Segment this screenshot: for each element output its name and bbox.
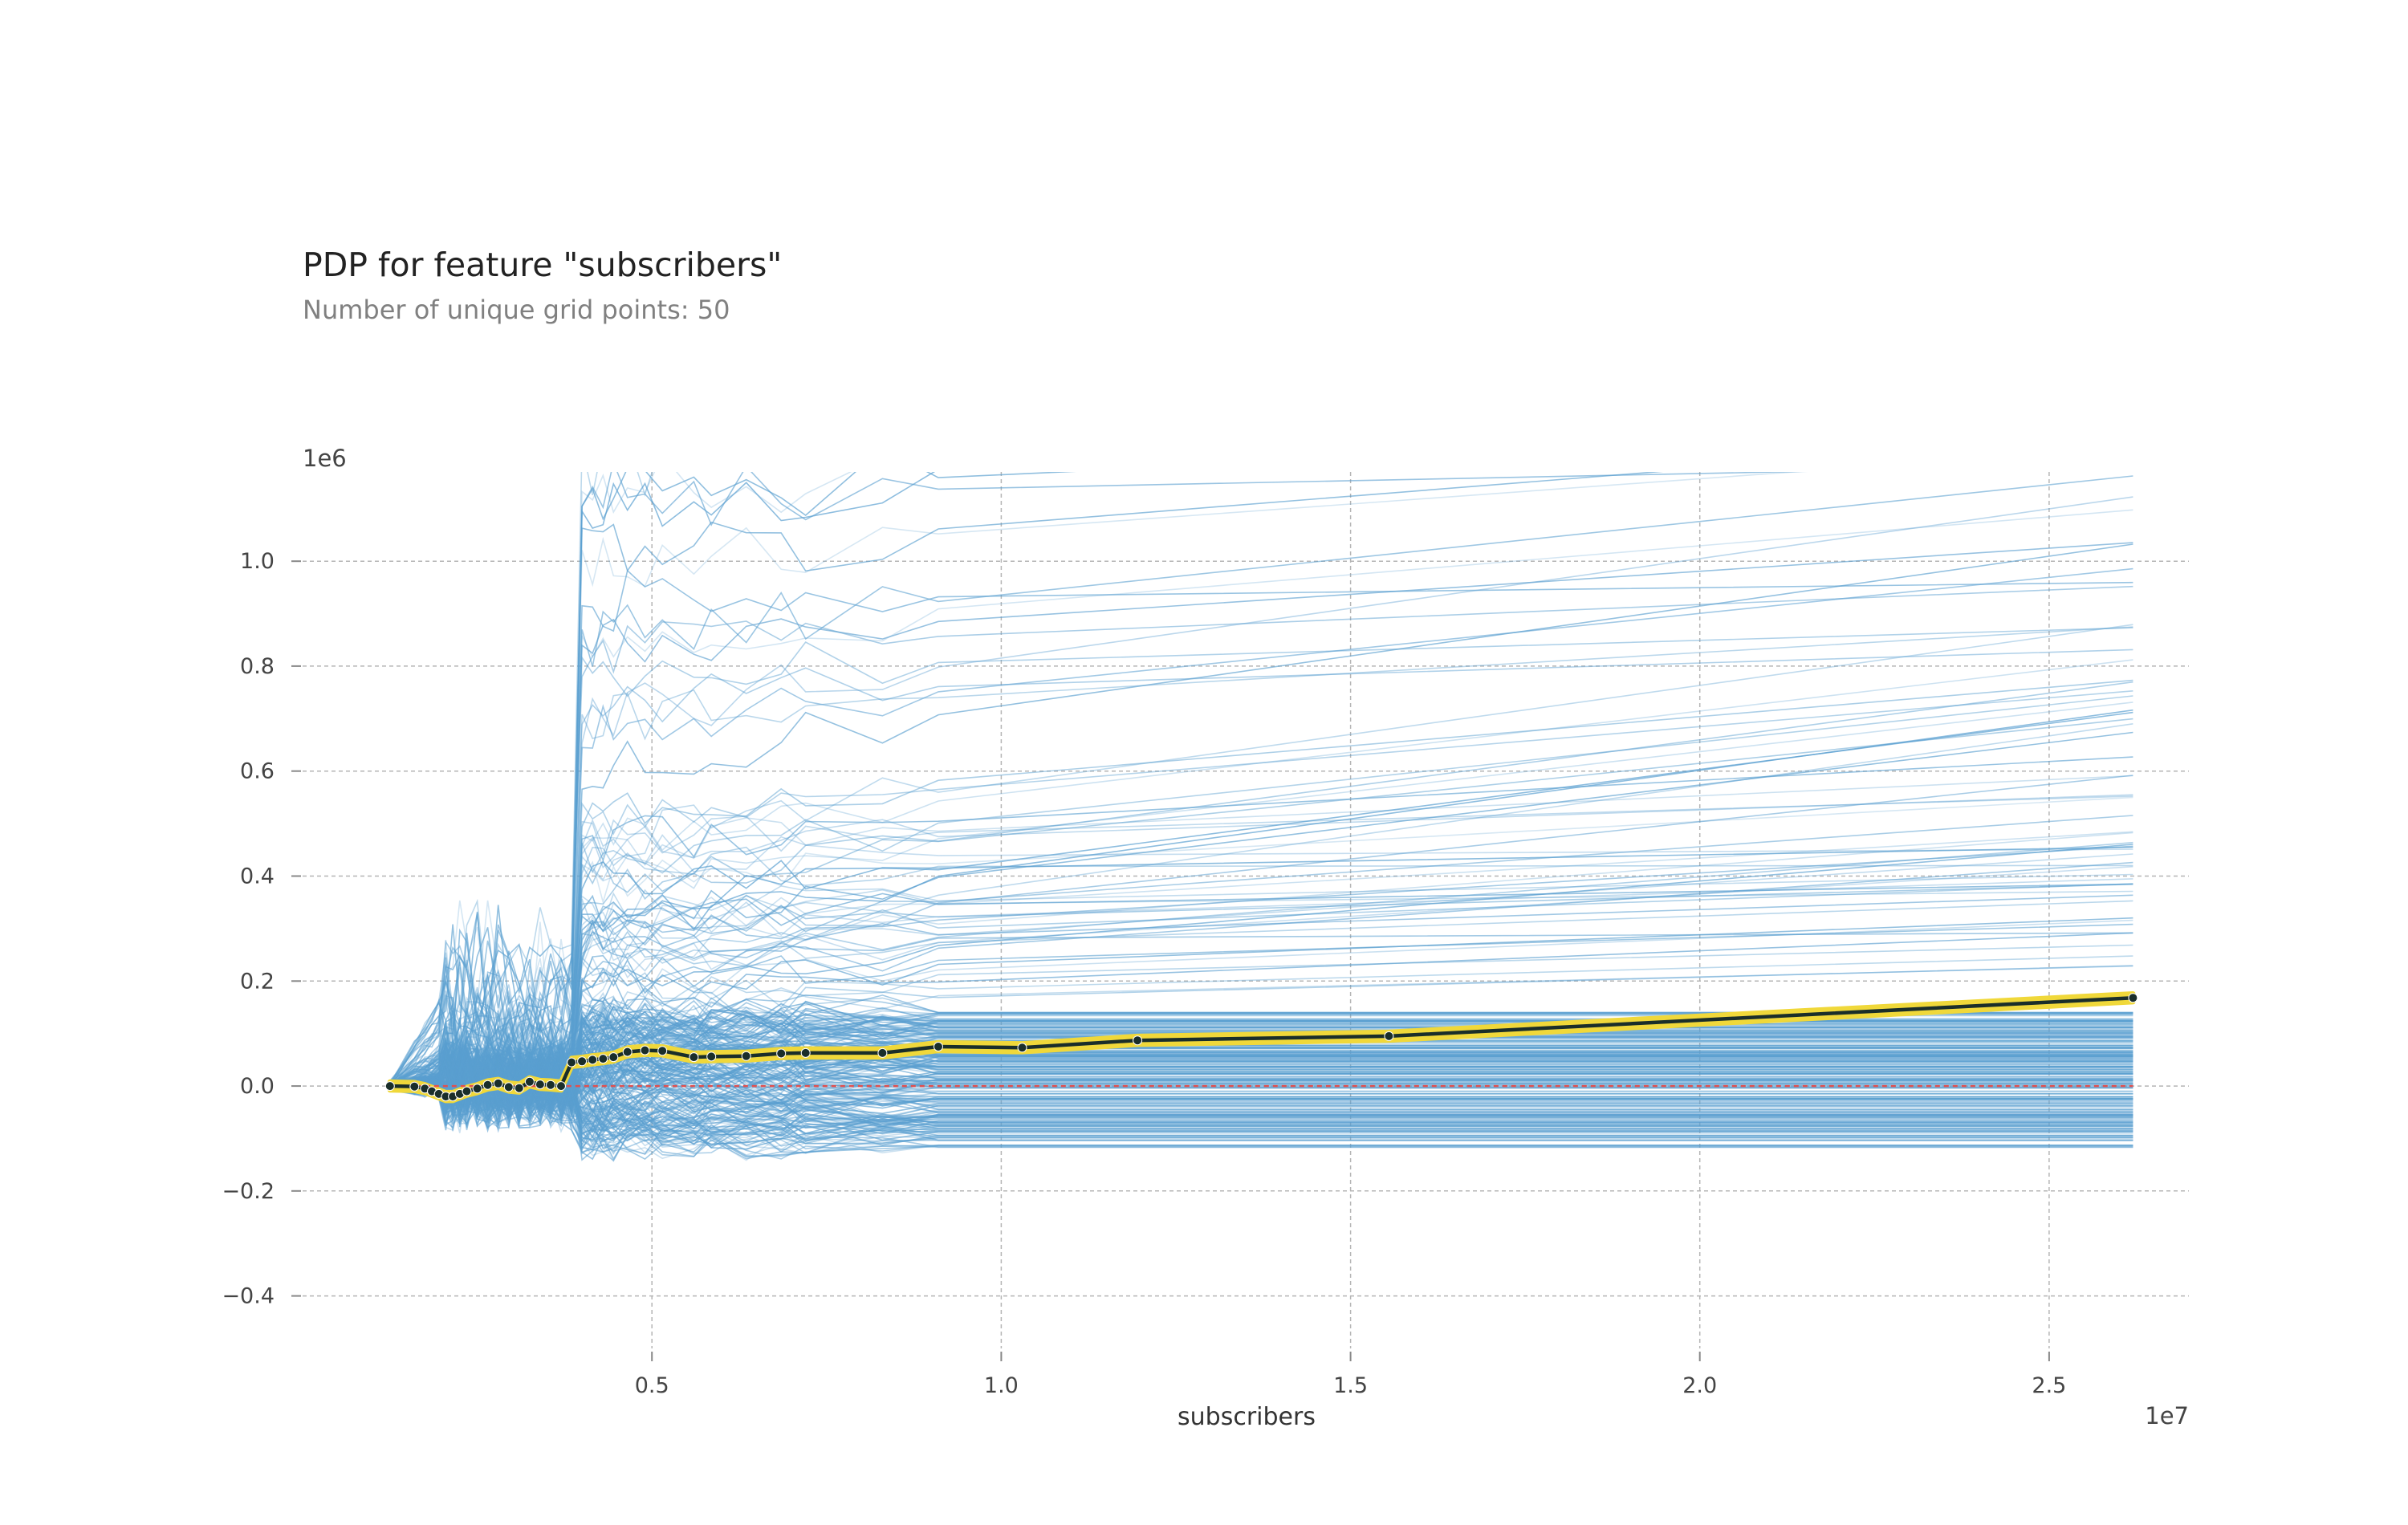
ice-lines xyxy=(389,472,2133,1162)
ice-curve xyxy=(389,1011,2133,1107)
y-tick-label: 1.0 xyxy=(240,549,275,574)
pdp-point xyxy=(640,1045,650,1055)
ice-curve xyxy=(389,1061,2133,1151)
ice-curve xyxy=(389,1032,2133,1112)
ice-curve xyxy=(389,756,2133,1085)
y-tick-label: 0.8 xyxy=(240,654,275,679)
ice-curve xyxy=(389,832,2133,1084)
pdp-point xyxy=(741,1051,751,1061)
pdp-point xyxy=(689,1052,699,1063)
pdp-point xyxy=(934,1042,943,1051)
ice-curve xyxy=(389,846,2133,1092)
pdp-point xyxy=(535,1080,545,1090)
x-tick-label: 0.5 xyxy=(635,1373,669,1398)
pdp-point xyxy=(800,1047,811,1058)
grid-lines xyxy=(303,472,2189,1348)
pdp-point xyxy=(577,1056,588,1067)
pdp-point xyxy=(514,1083,524,1093)
ice-curve xyxy=(389,1065,2133,1140)
pdp-point xyxy=(384,1081,395,1092)
pdp-point xyxy=(598,1054,608,1064)
pdp-point xyxy=(1017,1043,1027,1053)
pdp-point xyxy=(776,1048,787,1059)
ice-curve xyxy=(389,627,2133,1087)
pdp-point xyxy=(556,1081,566,1092)
y-tick-label: 0.0 xyxy=(240,1074,275,1099)
ice-curve xyxy=(389,709,2133,1084)
chart-subtitle: Number of unique grid points: 50 xyxy=(303,295,730,325)
pdp-point xyxy=(503,1082,514,1092)
pdp-point xyxy=(588,1055,598,1065)
ice-curve xyxy=(389,679,2133,1084)
x-axis-label: subscribers xyxy=(1178,1403,1316,1431)
chart-title: PDP for feature "subscribers" xyxy=(303,246,783,284)
x-tick-label: 2.0 xyxy=(1682,1373,1717,1398)
x-tick-label: 1.5 xyxy=(1333,1373,1368,1398)
pdp-point xyxy=(2128,993,2138,1003)
y-axis-offset-label: 1e6 xyxy=(303,445,347,472)
ice-curve xyxy=(389,997,2133,1107)
pdp-point xyxy=(1133,1035,1143,1046)
pdp-point xyxy=(657,1046,668,1056)
y-tick-label: 0.2 xyxy=(240,969,275,994)
pdp-layer xyxy=(384,991,2138,1104)
ice-curve xyxy=(389,1036,2133,1111)
y-tick-label: −0.2 xyxy=(222,1179,275,1204)
x-tick-label: 2.5 xyxy=(2032,1373,2066,1398)
ice-curve xyxy=(389,1007,2133,1100)
ice-curve xyxy=(389,1014,2133,1109)
ice-curve xyxy=(389,1011,2133,1106)
pdp-point xyxy=(493,1078,503,1088)
pdp-point xyxy=(877,1047,888,1058)
x-axis-offset-label: 1e7 xyxy=(2145,1402,2189,1429)
axes: −0.4 −0.2 0.0 0.2 0.4 0.6 0.8 1.0 0.5 1.0 1.5 2.0 2.… xyxy=(222,549,2066,1398)
y-tick-label: 0.6 xyxy=(240,759,275,784)
pdp-point xyxy=(1384,1031,1394,1041)
pdp-point xyxy=(482,1080,493,1090)
pdp-point xyxy=(409,1081,420,1092)
ice-curve xyxy=(389,509,2133,1092)
ice-curve xyxy=(389,472,1808,1085)
y-tick-label: −0.4 xyxy=(222,1284,275,1309)
pdp-point xyxy=(462,1086,472,1096)
y-tick-label: 0.4 xyxy=(240,864,275,889)
pdp-point xyxy=(706,1051,717,1062)
pdp-point xyxy=(524,1076,535,1087)
pdp-point xyxy=(608,1052,619,1063)
ice-curve xyxy=(389,1051,2133,1116)
pdp-point xyxy=(472,1084,482,1094)
ice-curve xyxy=(389,1058,2133,1117)
x-tick-label: 1.0 xyxy=(984,1373,1019,1398)
pdp-point xyxy=(567,1057,577,1068)
pdp-point xyxy=(622,1047,633,1057)
pdp-point xyxy=(546,1080,555,1090)
ice-curve xyxy=(389,472,1803,1088)
ice-curve xyxy=(389,475,2133,1091)
ice-curve xyxy=(389,626,2133,1085)
ice-curve xyxy=(389,1059,2133,1146)
ice-curve xyxy=(389,585,2133,1082)
ice-curve xyxy=(389,1059,2133,1133)
